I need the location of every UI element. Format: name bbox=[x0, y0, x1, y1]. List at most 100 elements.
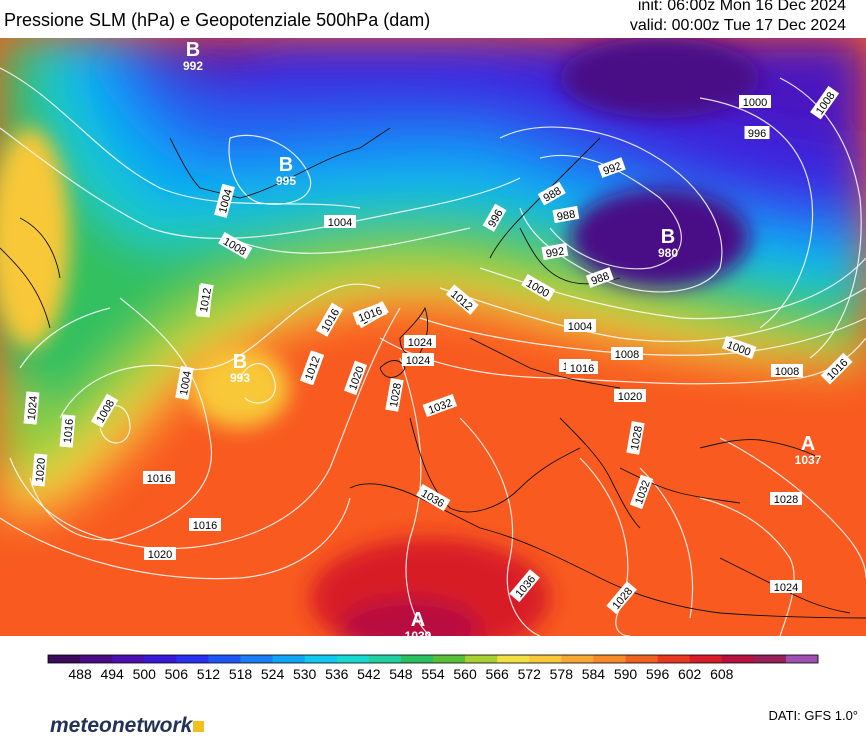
colorbar-segment bbox=[368, 655, 402, 663]
center-value: 1039 bbox=[405, 629, 432, 636]
isobar-label-bg bbox=[629, 474, 654, 510]
colorbar-tick-label: 548 bbox=[389, 666, 413, 682]
colorbar-segment bbox=[689, 655, 723, 663]
isobar-label-text: 1024 bbox=[26, 395, 40, 420]
colorbar-tick-label: 596 bbox=[645, 666, 670, 682]
isobar-label-bg bbox=[564, 319, 596, 332]
colorbar-segment bbox=[657, 655, 691, 663]
isobar-label-bg bbox=[218, 231, 253, 260]
colorbar-segment bbox=[336, 655, 370, 663]
isobar-label-text: 1020 bbox=[34, 457, 48, 482]
colorbar-segment bbox=[400, 655, 434, 663]
isobar-label-text: 1020 bbox=[618, 391, 642, 403]
isobar-label-bg bbox=[552, 205, 580, 224]
weather-map: 1000 100899699298898899298810009961004100… bbox=[0, 38, 866, 636]
isobar-label-bg bbox=[770, 580, 802, 593]
isobar-label: 1000 bbox=[739, 95, 771, 109]
colorbar-tick-label: 584 bbox=[581, 666, 606, 682]
isobar-label: 992 bbox=[597, 157, 626, 178]
isobar-label-bg bbox=[343, 360, 368, 396]
isobar-label-text: 1024 bbox=[408, 337, 432, 349]
isobar-label-bg bbox=[315, 302, 344, 337]
center-value: 1037 bbox=[795, 453, 822, 467]
colorbar-segment bbox=[176, 655, 209, 663]
isobar-label: 1008 bbox=[611, 347, 643, 361]
isobar-label: 1016 bbox=[566, 361, 598, 375]
isobar-label: 1028 bbox=[770, 492, 802, 506]
isobar-label-text: 1028 bbox=[388, 382, 404, 408]
isobar-label-text: 1016 bbox=[570, 363, 594, 375]
data-source: DATI: GFS 1.0° bbox=[768, 708, 858, 723]
isobar-label-bg bbox=[744, 126, 770, 139]
isobar-label: 1016 bbox=[143, 471, 175, 485]
isobar-label-bg bbox=[541, 242, 569, 261]
isobar-label-bg bbox=[739, 95, 771, 108]
colorbar-tick-label: 494 bbox=[100, 666, 124, 682]
colorbar-segment bbox=[721, 655, 755, 663]
colorbar-frame bbox=[47, 654, 819, 664]
isobar-label-bg bbox=[482, 203, 507, 232]
center-letter: B bbox=[661, 226, 675, 248]
isobar-label-text: 1004 bbox=[568, 321, 592, 333]
isobar-label-bg bbox=[537, 181, 566, 206]
isobar-label-bg bbox=[143, 471, 175, 484]
colorbar-segment bbox=[753, 655, 787, 663]
colorbar-segment bbox=[112, 655, 145, 663]
center-letter: B bbox=[279, 154, 293, 176]
colorbar-tick-label: 512 bbox=[196, 666, 221, 682]
isobar-label-bg bbox=[324, 215, 356, 228]
colorbar-tick-label: 572 bbox=[517, 666, 541, 682]
isobar-label: 1004 bbox=[324, 215, 356, 229]
colorbar-tick-label: 500 bbox=[132, 666, 156, 682]
isobar-label-text: 988 bbox=[590, 270, 611, 288]
isobar-label-text: 1008 bbox=[775, 366, 799, 378]
isobar-label: 1016 bbox=[189, 518, 221, 532]
isobar-label-text: 1000 bbox=[743, 97, 767, 109]
center-letter: B bbox=[186, 39, 200, 61]
colorbar-segment bbox=[80, 655, 113, 663]
isobar-label: 988 bbox=[585, 267, 614, 288]
colorbar-segment bbox=[304, 655, 338, 663]
colorbar-tick-label: 560 bbox=[453, 666, 477, 682]
logo-square-icon bbox=[193, 721, 205, 732]
isobar-label-bg bbox=[721, 335, 757, 360]
isobar-label: 996 bbox=[744, 126, 770, 140]
colorbar-segment bbox=[561, 655, 594, 663]
colorbar-tick-label: 566 bbox=[485, 666, 509, 682]
isobar-label: 1020 bbox=[31, 453, 48, 487]
colorbar-segment bbox=[497, 655, 530, 663]
colorbar-segment bbox=[240, 655, 274, 663]
colorbar-tick-label: 542 bbox=[357, 666, 381, 682]
isobar-label: 1004 bbox=[175, 366, 194, 400]
colorbar-tick-label: 608 bbox=[710, 666, 734, 682]
isobar-label-text: 992 bbox=[602, 160, 623, 178]
center-letter: A bbox=[801, 433, 815, 455]
meteonetwork-logo: meteonetwork bbox=[50, 714, 205, 738]
isobar-label-bg bbox=[566, 361, 598, 374]
isobar-label-bg bbox=[770, 492, 802, 505]
logo-text: meteonetwork bbox=[50, 714, 193, 737]
isobar-label-text: 1012 bbox=[198, 287, 214, 313]
colorbar-tick-label: 590 bbox=[613, 666, 638, 682]
isobar-label-bg bbox=[606, 581, 637, 615]
isobar-label-bg bbox=[299, 350, 324, 386]
isobar-label-text: 1028 bbox=[629, 425, 645, 451]
center-value: 992 bbox=[183, 59, 203, 73]
coastlines bbox=[0, 127, 866, 619]
isobar-label-bg bbox=[820, 352, 853, 385]
isobar-label-bg bbox=[404, 335, 436, 348]
isobar-label-bg bbox=[416, 483, 451, 512]
colorbar-segment bbox=[208, 655, 241, 663]
isobar-label: 1028 bbox=[385, 378, 404, 412]
isobar-label: 1024 bbox=[404, 335, 436, 349]
colorbar-segment bbox=[529, 655, 562, 663]
isobar-label-bg bbox=[509, 569, 540, 603]
isobar-label-text: 1008 bbox=[615, 349, 639, 361]
isobar-label: 1020 bbox=[144, 547, 176, 561]
isobar-label-text: 1024 bbox=[774, 582, 798, 594]
colorbar-segment bbox=[465, 655, 498, 663]
isobar-label-text: 1016 bbox=[193, 520, 217, 532]
colorbar-segment bbox=[433, 655, 466, 663]
